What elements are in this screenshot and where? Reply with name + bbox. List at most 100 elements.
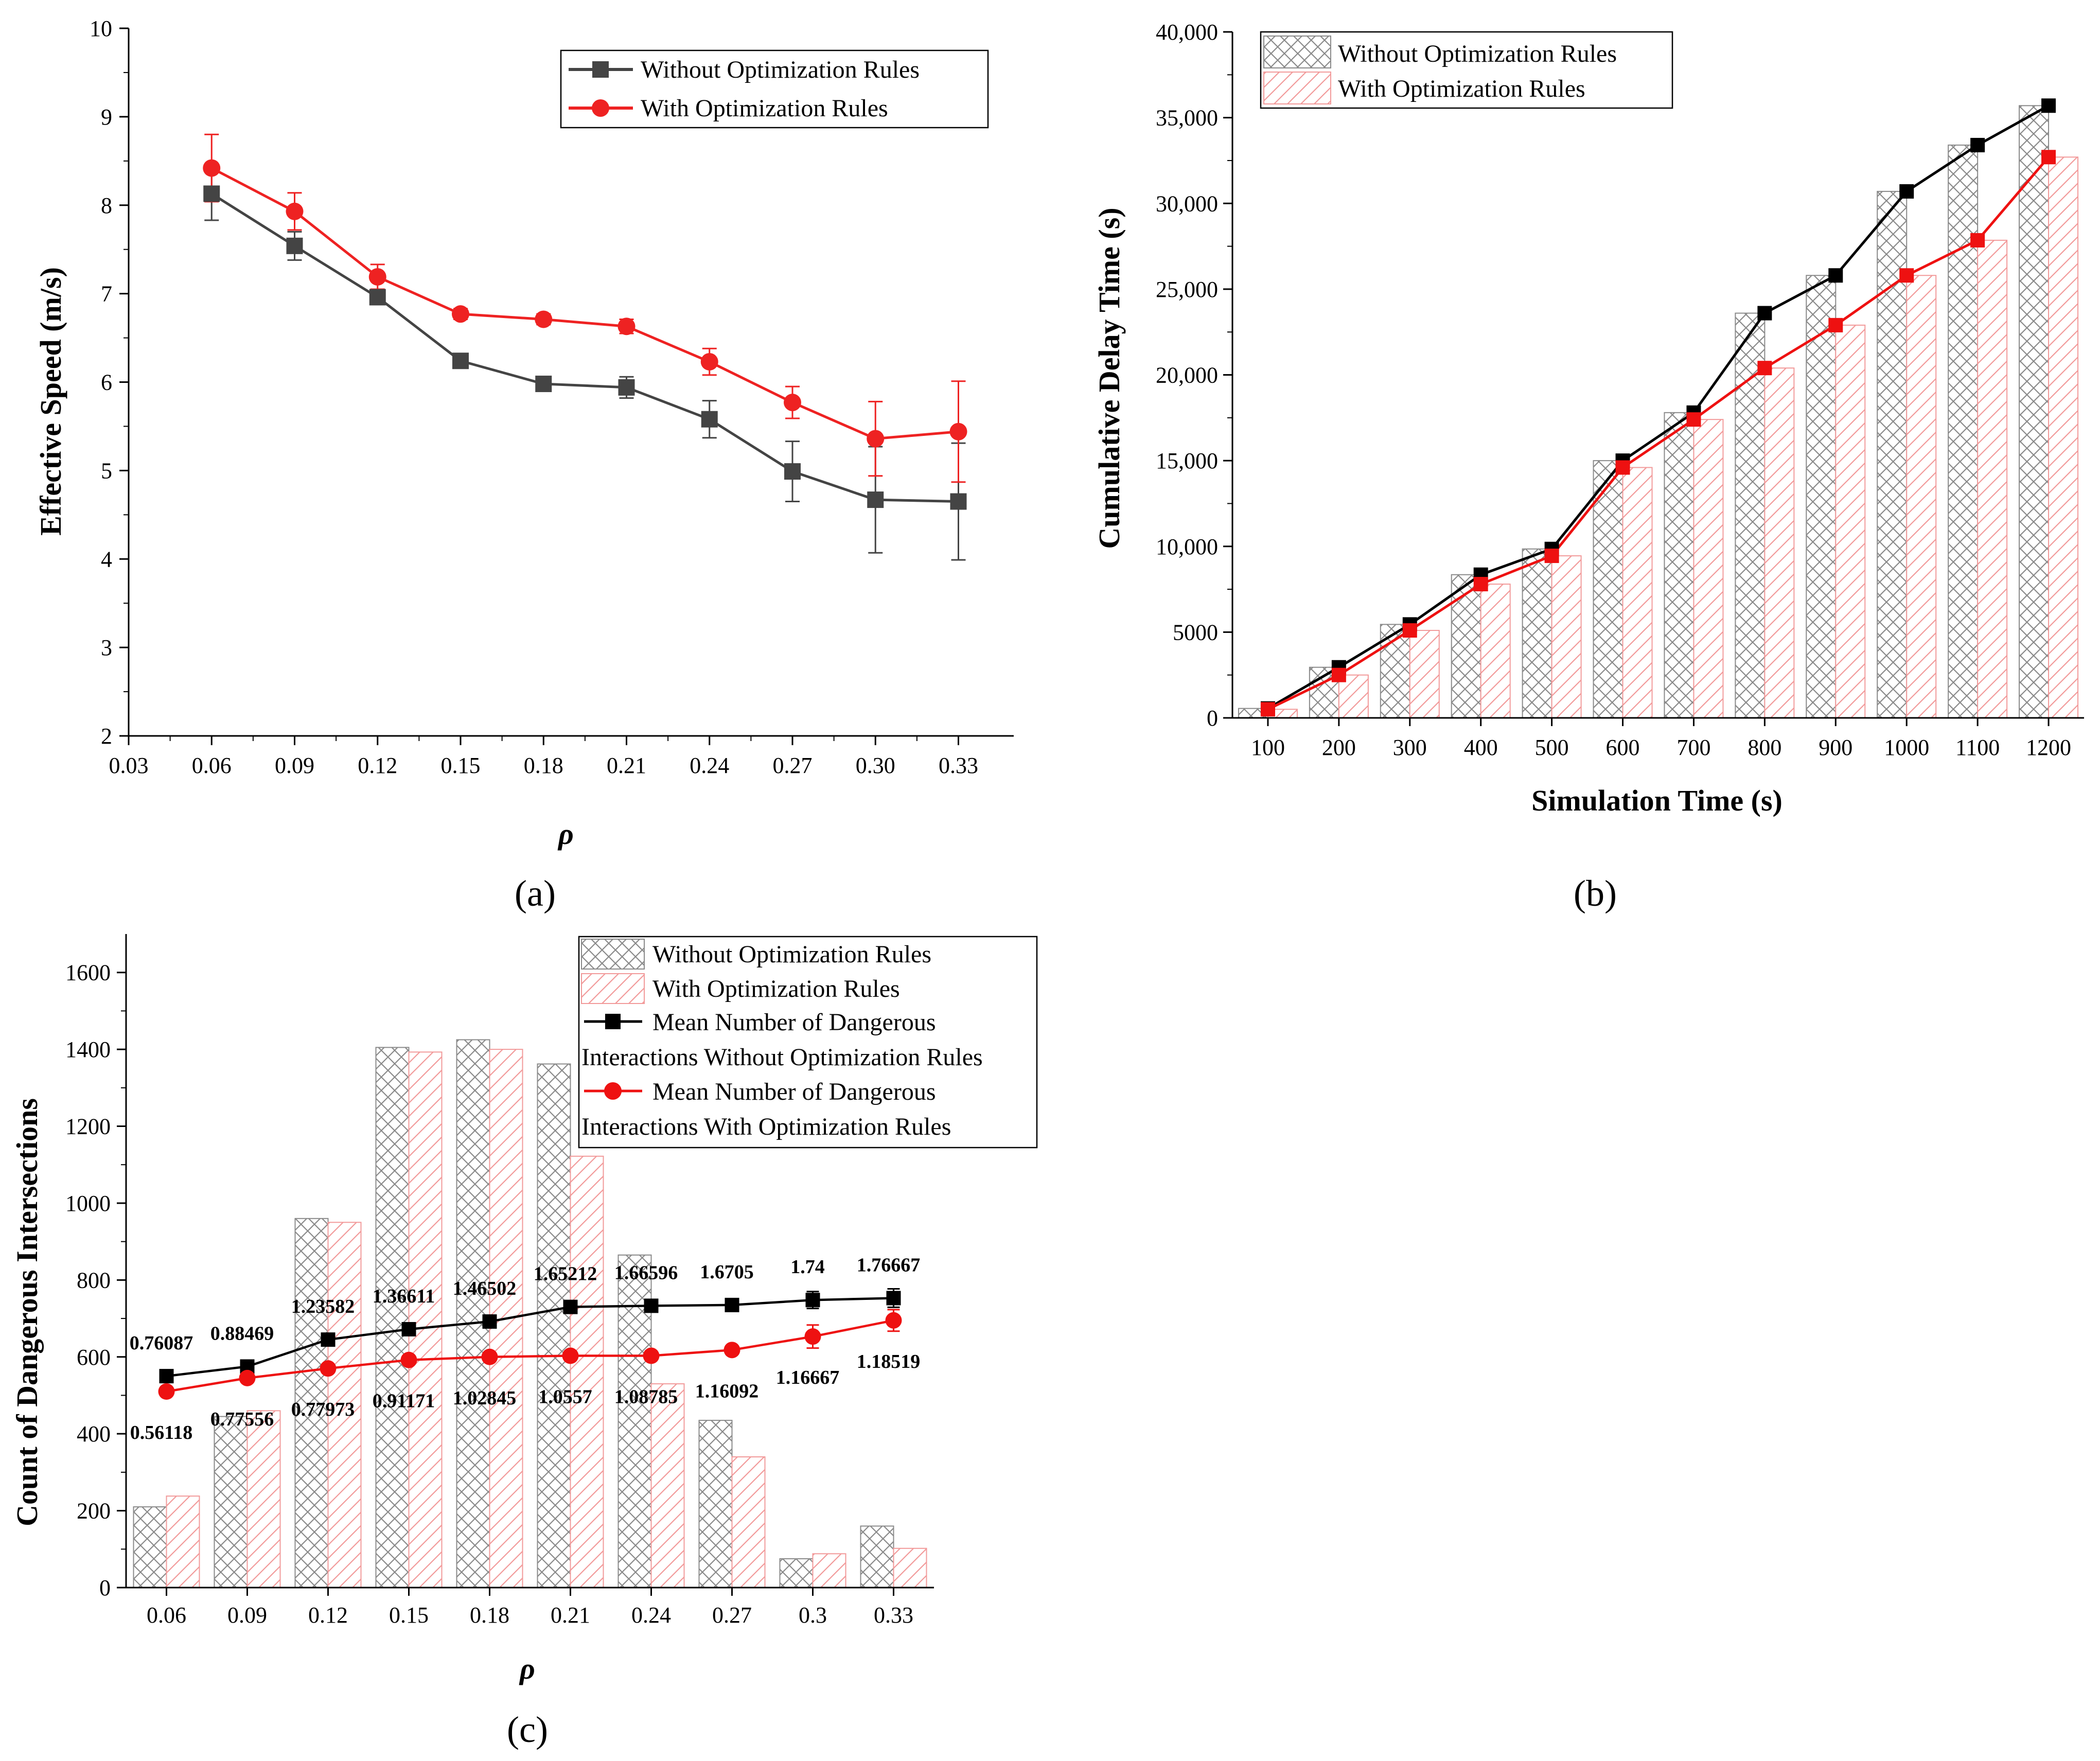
panel-a-data-point-circle [368,268,386,286]
panel-c-data-label-with: 0.56118 [130,1422,192,1443]
panel-c-label: (c) [507,1709,548,1750]
panel-a-x-tick-label: 0.27 [773,753,813,778]
panel-c-data-point-square [401,1322,416,1336]
panel-b-bar-with [1835,324,1866,718]
panel-c-legend-item-3-line-1: Mean Number of Dangerous [652,1009,936,1036]
panel-b-bar-with [1977,239,2008,718]
panel-c-x-tick-label: 0.15 [389,1602,429,1628]
panel-c-y-tick-label: 1400 [65,1037,111,1062]
panel-c-bar-with [408,1051,443,1588]
panel-c-bar-with [327,1222,362,1589]
panel-b-data-point-square [1544,549,1559,563]
panel-c-x-tick-label: 0.27 [712,1602,752,1628]
panel-c-bar-with [731,1456,766,1588]
panel-a-x-tick-label: 0.03 [109,753,149,778]
panel-b-bar-without [1593,460,1623,718]
panel-c-data-label-without: 1.6705 [700,1261,754,1283]
panel-b-y-tick-label: 20,000 [1156,363,1218,388]
panel-c-legend-circle-marker [604,1082,622,1100]
panel-c-data-point-square [159,1369,174,1384]
panel-c-bar-without [456,1039,490,1588]
panel-c-data-label-with: 1.0557 [538,1386,592,1408]
panel-c-x-tick-label: 0.33 [874,1602,913,1628]
panel-a-y-tick-label: 5 [101,458,112,483]
panel-c-x-tick-label: 0.18 [470,1602,509,1628]
panel-c-data-point-square [644,1298,659,1313]
panel-b-y-tick-label: 30,000 [1156,191,1218,216]
panel-c-bar-without [133,1506,167,1589]
panel-c-y-axis-label: Count of Dangerous Intersections [10,1098,44,1526]
panel-c-x-axis-label: ρ [519,1652,535,1685]
panel-a-legend-item-2: With Optimization Rules [641,95,888,122]
panel-b-y-tick-label: 15,000 [1156,448,1218,473]
panel-b-label: (b) [1574,873,1617,914]
panel-a-y-tick-label: 4 [101,547,112,572]
panel-c-data-label-without: 1.76667 [857,1254,921,1276]
panel-c-y-tick-label: 0 [99,1575,111,1600]
panel-a-x-axis-label: ρ [557,817,574,851]
panel-c-data-label-with: 1.02845 [453,1387,517,1409]
panel-b-y-tick-label: 5000 [1173,620,1218,645]
panel-c-bar-without [860,1525,894,1589]
panel-c-legend-item-4-line-1: Mean Number of Dangerous [652,1078,936,1105]
panel-b-data-point-square [2041,98,2056,113]
panel-c-bar-with [893,1547,927,1589]
panel-a-data-point-circle [867,430,885,448]
panel-c-y-tick-label: 1000 [65,1191,111,1216]
panel-b-x-tick-label: 200 [1322,735,1356,760]
panel-c-bar-with [570,1155,604,1589]
panel-c-data-label-without: 1.66596 [614,1262,678,1283]
panel-a-x-tick-label: 0.30 [856,753,895,778]
panel-b-data-point-square [1899,184,1914,199]
panel-b-bar-with [1409,630,1440,718]
panel-a-legend-circle-marker [592,99,609,117]
panel-c-y-tick-label: 600 [77,1345,111,1370]
panel-b-y-tick-label: 40,000 [1156,20,1218,45]
panel-c-data-point-square [886,1291,901,1306]
panel-c-y-tick-label: 1200 [65,1114,111,1139]
panel-b-data-point-square [1899,268,1914,283]
panel-c-bar-with [812,1553,846,1588]
panel-c-bar-with [650,1383,685,1588]
panel-a-legend-item-1: Without Optimization Rules [641,56,920,83]
panel-a-data-point-circle [203,159,221,177]
panel-b-data-point-square [1828,318,1843,332]
panel-c-y-tick-label: 400 [77,1421,111,1447]
panel-b-chart: 100 200 300 400 500 600 700 800 900 1000 1100 1200 0… [1092,20,2084,914]
panel-a-series-line-2 [211,167,959,441]
panel-c-data-label-without: 0.88469 [210,1323,274,1344]
panel-c-data-label-without: 0.76087 [130,1332,193,1354]
panel-c-data-point-circle [481,1348,498,1365]
panel-c-data-point-circle [562,1347,579,1364]
panel-c-data-label-without: 1.36611 [373,1285,435,1307]
panel-b-bar-without [1806,275,1837,718]
panel-b-bar-with [1693,419,1724,718]
panel-c-data-label-with: 1.16667 [776,1367,840,1388]
panel-c-x-tick-label: 0.09 [227,1602,267,1628]
panel-c-bar-with [246,1410,281,1589]
panel-c-bar-without [294,1218,329,1588]
panel-c-legend: Without Optimization Rules With Optimiza… [578,936,1038,1149]
panel-c-x-tick-label: 0.12 [308,1602,348,1628]
panel-a-data-point-circle [949,422,967,441]
panel-a-data-point-square [701,411,718,428]
panel-b-bar-with [1764,367,1795,718]
panel-a-data-point-square [203,185,220,202]
panel-c-mean-line-1 [166,1297,894,1378]
panel-a-data-point-circle [784,394,801,412]
panel-b-bar-with [1906,275,1937,718]
panel-c-data-point-square [321,1332,336,1347]
panel-b-x-tick-label: 600 [1606,735,1640,760]
panel-a-data-point-circle [535,310,553,328]
panel-c-data-point-circle [239,1369,256,1386]
panel-c-data-point-circle [723,1342,740,1359]
panel-b-y-tick-label: 0 [1207,706,1218,731]
panel-c-data-label-with: 1.08785 [614,1386,678,1408]
panel-b-data-point-square [1615,460,1630,475]
panel-a-data-point-square [950,493,967,510]
panel-c-data-label-with: 1.16092 [695,1380,759,1402]
panel-c-data-label-with: 0.77973 [291,1399,355,1420]
panel-c-bar-without [698,1420,733,1588]
panel-c-data-point-circle [400,1351,417,1368]
panel-a-x-tick-label: 0.09 [275,753,314,778]
